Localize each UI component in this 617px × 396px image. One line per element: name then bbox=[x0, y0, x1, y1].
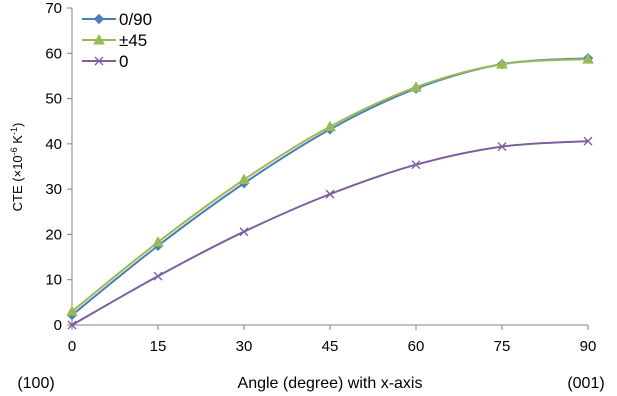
x-tick-label: 0 bbox=[68, 338, 76, 355]
series-0-point bbox=[583, 136, 593, 146]
series-pm45-point bbox=[66, 305, 78, 316]
legend-item-0: 0 bbox=[82, 52, 128, 71]
x-tick-label: 60 bbox=[408, 338, 425, 355]
legend: 0/90 ±45 0 bbox=[82, 10, 152, 71]
x-tick-label: 45 bbox=[322, 338, 339, 355]
series-0-point bbox=[325, 189, 335, 199]
series-group bbox=[66, 53, 594, 330]
y-axis-title-exp1: -6 bbox=[9, 147, 19, 155]
axes bbox=[71, 8, 588, 326]
series-0-point bbox=[239, 227, 249, 237]
series-pm45-point bbox=[582, 53, 594, 64]
y-axis-title-main: CTE (×10 bbox=[10, 155, 25, 211]
series-pm45-point bbox=[238, 173, 250, 185]
series-0-90-line bbox=[71, 57, 589, 316]
y-tick-label: 20 bbox=[45, 226, 62, 243]
y-tick-label: 50 bbox=[45, 91, 62, 108]
series-0-point bbox=[411, 160, 421, 170]
x-tick-label: 75 bbox=[494, 338, 511, 355]
legend-item-0-90-marker bbox=[93, 13, 105, 25]
legend-item-pm45-label: ±45 bbox=[119, 31, 147, 50]
series-0-line bbox=[71, 140, 589, 326]
y-tick-label: 10 bbox=[45, 272, 62, 289]
y-tick-label: 40 bbox=[45, 136, 62, 153]
series-0-point bbox=[497, 142, 507, 152]
series-0 bbox=[67, 136, 593, 330]
legend-item-0-90: 0/90 bbox=[82, 10, 152, 29]
y-axis-title-mid: K bbox=[10, 135, 25, 148]
x-tick-label: 15 bbox=[150, 338, 167, 355]
series-pm45-line bbox=[71, 58, 589, 313]
x-ticks: 0 15 30 45 60 75 90 bbox=[68, 325, 597, 355]
series-pm45-point bbox=[496, 58, 508, 69]
y-axis-title: CTE (×10-6 K-1) bbox=[9, 123, 25, 212]
y-tick-label: 30 bbox=[45, 181, 62, 198]
series-0-point bbox=[153, 271, 163, 281]
y-axis-title-exp2: -1 bbox=[9, 127, 19, 135]
series-pm45 bbox=[66, 53, 594, 316]
x-left-note: (100) bbox=[17, 375, 54, 392]
series-pm45-point bbox=[324, 120, 336, 132]
y-tick-label: 60 bbox=[45, 45, 62, 62]
series-pm45-point bbox=[410, 81, 422, 92]
series-0-point bbox=[67, 320, 77, 330]
y-axis-title-end: ) bbox=[10, 123, 25, 127]
y-tick-label: 0 bbox=[54, 317, 62, 334]
y-ticks: 0 10 20 30 40 50 60 70 bbox=[45, 0, 72, 334]
legend-item-0-marker bbox=[94, 56, 104, 66]
x-axis-title: Angle (degree) with x-axis bbox=[238, 375, 423, 392]
legend-item-0-label: 0 bbox=[119, 52, 128, 71]
legend-item-0-90-label: 0/90 bbox=[119, 10, 152, 29]
legend-item-pm45: ±45 bbox=[82, 31, 147, 50]
series-pm45-point bbox=[152, 236, 164, 247]
legend-item-pm45-marker bbox=[93, 33, 105, 45]
x-right-note: (001) bbox=[567, 375, 604, 392]
series-0-90 bbox=[66, 53, 594, 321]
y-tick-label: 70 bbox=[45, 0, 62, 17]
x-tick-label: 90 bbox=[580, 338, 597, 355]
x-tick-label: 30 bbox=[236, 338, 253, 355]
